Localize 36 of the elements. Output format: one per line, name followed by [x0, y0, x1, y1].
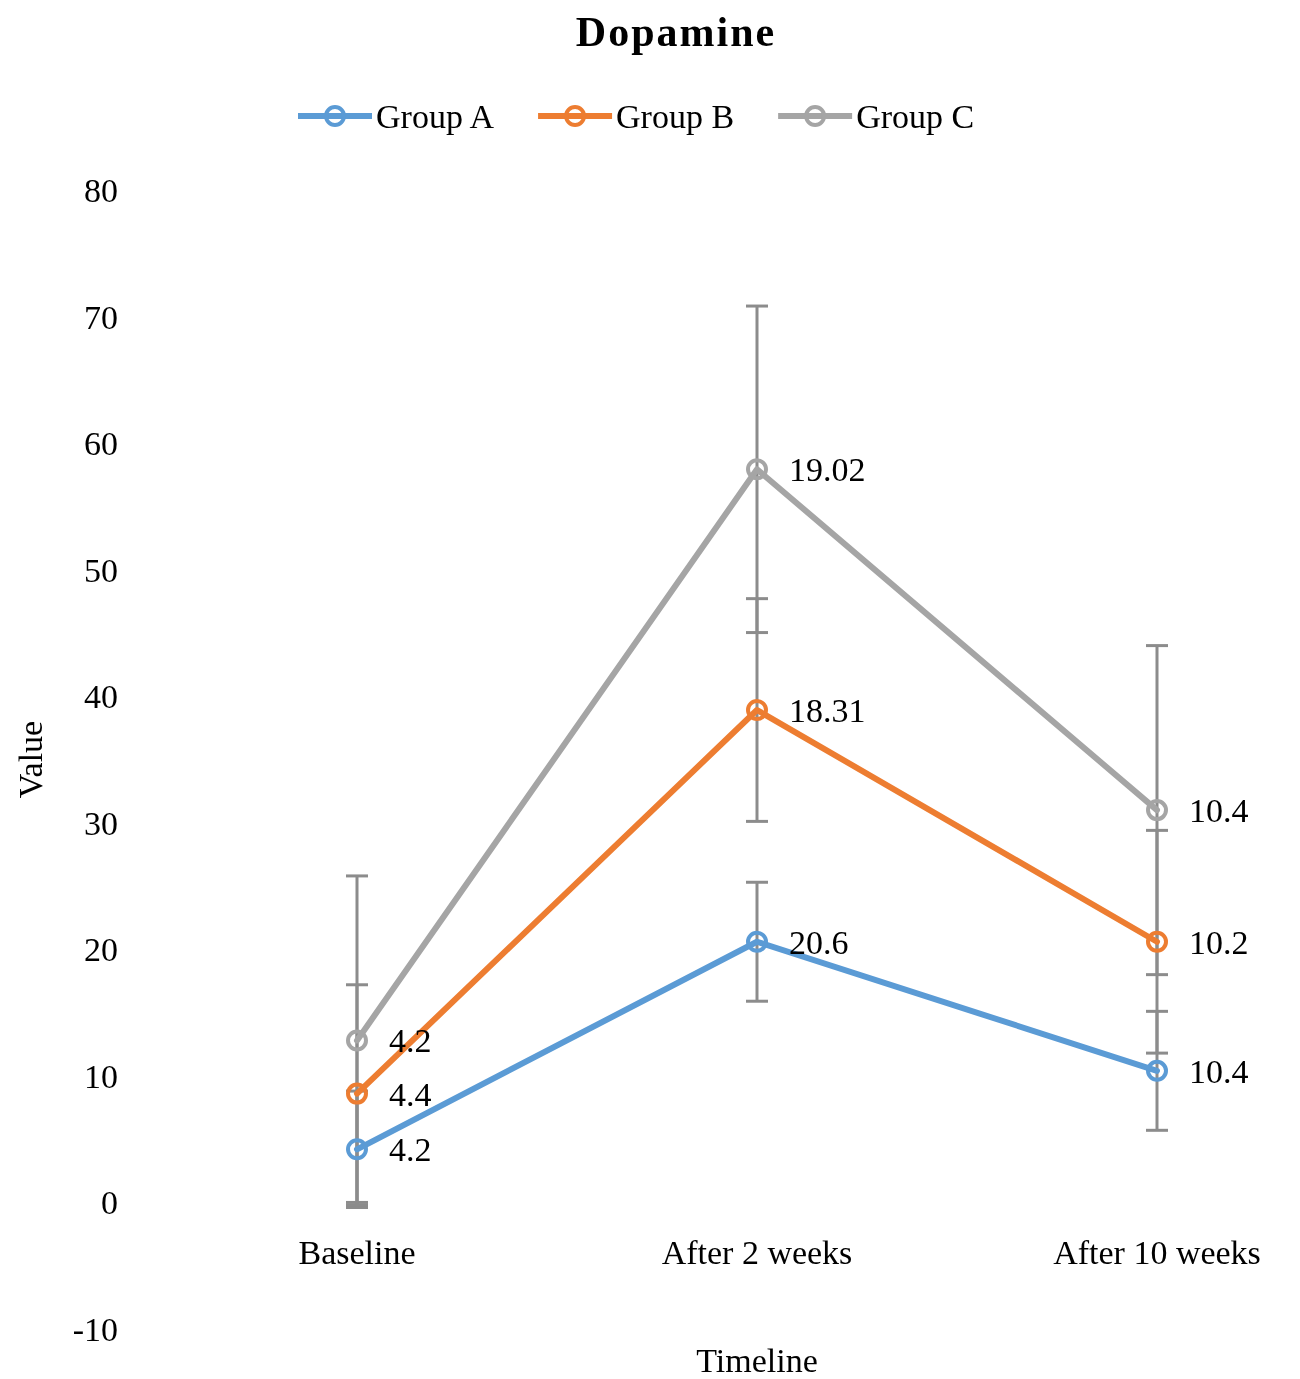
- annotation: 10.2: [1189, 923, 1249, 961]
- legend-label: Group A: [376, 98, 495, 135]
- y-tick-label: 30: [84, 804, 118, 842]
- point: [746, 458, 768, 481]
- point: [746, 699, 768, 722]
- annotation: 18.31: [789, 692, 866, 730]
- y-axis-title: Value: [12, 720, 49, 799]
- point: [1146, 799, 1168, 822]
- annotation: 19.02: [789, 451, 866, 489]
- x-axis-title: Timeline: [696, 1342, 818, 1379]
- y-tick-label: 80: [84, 172, 118, 209]
- annotation: 10.4: [1189, 1052, 1249, 1090]
- y-tick-label: 70: [84, 298, 118, 336]
- y-tick-label: 40: [84, 678, 118, 716]
- y-tick-label: -10: [72, 1311, 118, 1348]
- point: [346, 1029, 368, 1052]
- annotation: 10.4: [1189, 792, 1249, 830]
- point: [1146, 930, 1168, 953]
- y-tick-label: 60: [84, 425, 118, 463]
- y-tick-label: 50: [84, 551, 118, 589]
- y-tick-label: 20: [84, 931, 118, 969]
- y-tick-label: 10: [84, 1057, 118, 1095]
- point: [746, 930, 768, 953]
- x-tick-label: After 10 weeks: [1053, 1234, 1261, 1272]
- point: [346, 1082, 368, 1105]
- y-tick-label: 0: [101, 1184, 118, 1222]
- legend-label: Group B: [616, 98, 735, 135]
- legend-label: Group C: [856, 98, 975, 135]
- annotation: 4.2: [389, 1131, 432, 1169]
- point: [1146, 1059, 1168, 1082]
- chart-title: Dopamine: [575, 9, 777, 55]
- x-tick-label: After 2 weeks: [661, 1234, 853, 1272]
- x-tick-label: Baseline: [298, 1234, 416, 1272]
- point: [346, 1138, 368, 1161]
- annotation: 4.4: [389, 1075, 432, 1113]
- annotation: 20.6: [789, 923, 849, 961]
